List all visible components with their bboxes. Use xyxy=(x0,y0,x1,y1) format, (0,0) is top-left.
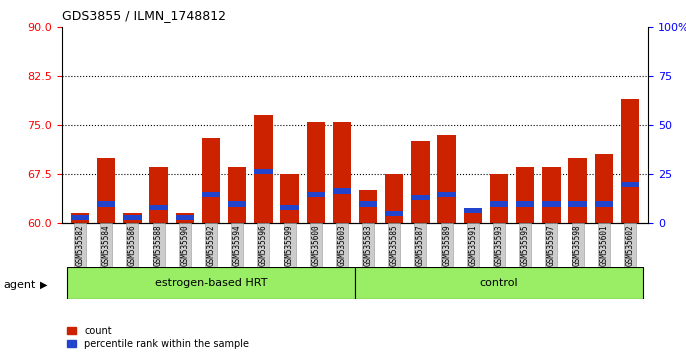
Text: GSM535583: GSM535583 xyxy=(364,224,372,266)
Legend: count, percentile rank within the sample: count, percentile rank within the sample xyxy=(67,326,249,349)
Bar xyxy=(355,267,643,299)
Text: GSM535600: GSM535600 xyxy=(311,224,320,266)
Bar xyxy=(542,167,560,223)
Bar xyxy=(595,201,613,207)
Bar xyxy=(385,211,403,217)
Text: GSM535595: GSM535595 xyxy=(521,224,530,266)
Bar xyxy=(621,182,639,187)
Bar xyxy=(464,210,482,223)
Bar xyxy=(412,195,429,200)
Text: GSM535593: GSM535593 xyxy=(495,224,504,266)
Text: GSM535598: GSM535598 xyxy=(573,224,582,266)
Bar xyxy=(228,167,246,223)
Bar xyxy=(307,121,325,223)
Bar xyxy=(228,201,246,207)
Bar xyxy=(255,169,272,174)
Text: control: control xyxy=(480,278,519,288)
Bar xyxy=(150,167,168,223)
Bar xyxy=(333,188,351,194)
Text: GSM535582: GSM535582 xyxy=(75,224,84,266)
Bar xyxy=(71,213,89,223)
Bar xyxy=(176,215,194,220)
Text: ▶: ▶ xyxy=(40,280,47,290)
Text: GSM535601: GSM535601 xyxy=(600,224,608,266)
Text: agent: agent xyxy=(3,280,36,290)
Bar xyxy=(621,99,639,223)
Text: GSM535586: GSM535586 xyxy=(128,224,137,266)
Bar xyxy=(67,267,355,299)
Text: GSM535588: GSM535588 xyxy=(154,224,163,266)
Text: GSM535596: GSM535596 xyxy=(259,224,268,266)
Text: estrogen-based HRT: estrogen-based HRT xyxy=(155,278,268,288)
Bar xyxy=(176,213,194,223)
Text: GDS3855 / ILMN_1748812: GDS3855 / ILMN_1748812 xyxy=(62,9,226,22)
Bar xyxy=(385,174,403,223)
Bar xyxy=(490,174,508,223)
Text: GSM535597: GSM535597 xyxy=(547,224,556,266)
Text: GSM535594: GSM535594 xyxy=(233,224,241,266)
Bar xyxy=(438,135,456,223)
Bar xyxy=(412,141,429,223)
Text: GSM535602: GSM535602 xyxy=(626,224,635,266)
Bar xyxy=(595,154,613,223)
Bar xyxy=(569,201,587,207)
Text: GSM535603: GSM535603 xyxy=(338,224,346,266)
Text: GSM535592: GSM535592 xyxy=(206,224,215,266)
Bar xyxy=(516,167,534,223)
Bar xyxy=(281,174,298,223)
Bar xyxy=(542,201,560,207)
Bar xyxy=(71,215,89,220)
Text: GSM535599: GSM535599 xyxy=(285,224,294,266)
Bar xyxy=(307,192,325,197)
Text: GSM535587: GSM535587 xyxy=(416,224,425,266)
Bar xyxy=(490,201,508,207)
Bar xyxy=(202,138,220,223)
Bar xyxy=(97,201,115,207)
Bar xyxy=(255,115,272,223)
Bar xyxy=(359,190,377,223)
Text: GSM535585: GSM535585 xyxy=(390,224,399,266)
Bar xyxy=(359,201,377,207)
Bar xyxy=(97,158,115,223)
Bar xyxy=(438,192,456,197)
Bar xyxy=(123,213,141,223)
Bar xyxy=(150,205,168,210)
Bar xyxy=(464,208,482,213)
Text: GSM535589: GSM535589 xyxy=(442,224,451,266)
Bar xyxy=(569,158,587,223)
Text: GSM535584: GSM535584 xyxy=(102,224,110,266)
Text: GSM535591: GSM535591 xyxy=(469,224,477,266)
Bar xyxy=(202,192,220,197)
Bar xyxy=(281,205,298,210)
Text: GSM535590: GSM535590 xyxy=(180,224,189,266)
Bar xyxy=(123,215,141,220)
Bar xyxy=(333,121,351,223)
Bar xyxy=(516,201,534,207)
